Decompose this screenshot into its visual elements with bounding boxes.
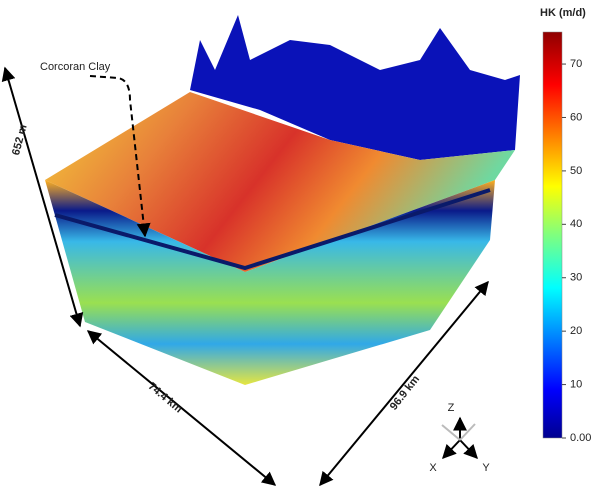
ghost-axis <box>441 424 461 441</box>
x-label: X <box>429 462 437 474</box>
back-spikes <box>190 15 520 160</box>
depth-arrow <box>1 66 84 328</box>
clay-pointer <box>89 75 151 238</box>
axes-glyph: Z X Y <box>429 402 490 474</box>
colorbar-tick-label: 40 <box>570 218 582 230</box>
clay-layer <box>54 188 491 271</box>
colorbar-tick-label: 0.00 <box>570 432 591 444</box>
colorbar-tick-label: 20 <box>570 325 582 337</box>
x-axis <box>442 439 461 460</box>
width-arrow <box>86 330 277 486</box>
width-label: 74.4 km <box>146 380 185 415</box>
length-arrow <box>319 280 489 487</box>
clay-label: Corcoran Clay <box>40 61 111 73</box>
top-surface <box>45 92 515 272</box>
colorbar-tick-label: 30 <box>570 272 582 284</box>
colorbar-tick-label: 10 <box>570 378 582 390</box>
colorbar-tick-label: 50 <box>570 165 582 177</box>
z-label: Z <box>448 402 455 414</box>
colorbar-tick-label: 70 <box>570 58 582 70</box>
length-label: 96.9 km <box>388 373 422 412</box>
colorbar-tick-label: 60 <box>570 111 582 123</box>
colorbar-gradient <box>542 31 563 439</box>
ghost-axis <box>459 423 476 441</box>
colorbar-title: HK (m/d) <box>540 7 586 19</box>
colorbar: HK (m/d) 0.00 10 20 30 40 50 60 70 <box>540 7 591 444</box>
y-label: Y <box>482 462 490 474</box>
y-axis <box>459 439 478 460</box>
